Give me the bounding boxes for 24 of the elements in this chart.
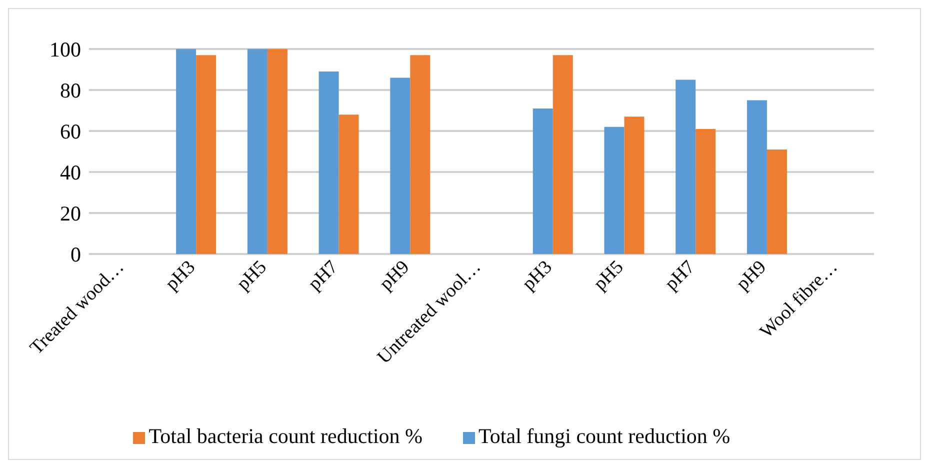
y-tick-label: 60 <box>60 119 81 144</box>
bar <box>318 72 339 254</box>
bar <box>267 49 288 254</box>
bar <box>746 100 767 254</box>
bar <box>410 55 430 254</box>
y-tick-label: 0 <box>70 242 81 266</box>
y-tick-label: 100 <box>50 37 81 62</box>
bar <box>196 55 216 254</box>
y-tick-label: 40 <box>60 160 81 184</box>
bar <box>552 55 573 254</box>
bar <box>676 80 696 254</box>
y-tick-label: 20 <box>60 201 81 226</box>
bar <box>247 49 268 254</box>
bar <box>696 128 716 254</box>
bar <box>390 78 410 254</box>
bar <box>532 108 553 254</box>
legend-label: Total bacteria count reduction % <box>148 424 423 448</box>
bar <box>766 149 787 254</box>
bar <box>176 49 196 254</box>
bar <box>604 126 624 254</box>
y-tick-label: 80 <box>60 78 81 102</box>
bar <box>624 116 644 254</box>
legend-label: Total fungi count reduction % <box>478 424 730 448</box>
bar <box>338 114 359 254</box>
